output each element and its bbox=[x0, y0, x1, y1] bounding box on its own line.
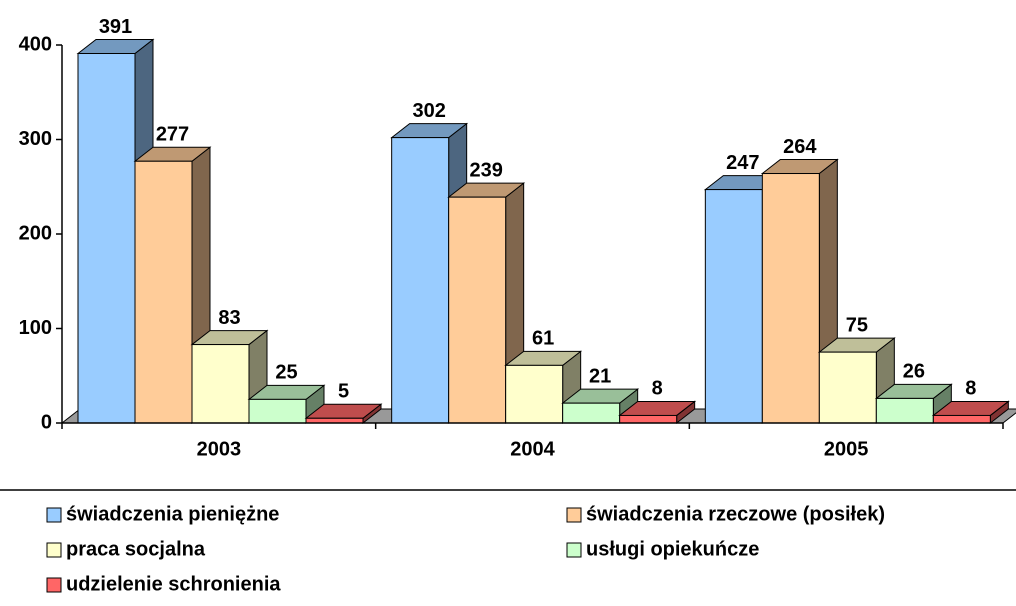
data-label: 8 bbox=[965, 378, 976, 400]
bar bbox=[874, 383, 953, 425]
bar-front bbox=[77, 53, 136, 424]
legend-swatch bbox=[566, 542, 582, 558]
y-tick-label: 200 bbox=[19, 222, 52, 244]
data-label: 75 bbox=[846, 314, 868, 336]
data-label: 61 bbox=[532, 328, 554, 350]
bar-front bbox=[619, 414, 678, 424]
bar-front bbox=[932, 414, 991, 424]
bar-front bbox=[134, 160, 193, 424]
bar bbox=[447, 182, 526, 425]
bar-front bbox=[505, 364, 564, 424]
bar-front bbox=[191, 344, 250, 424]
bar bbox=[304, 403, 383, 425]
bar-front bbox=[448, 196, 507, 424]
data-label: 302 bbox=[412, 100, 445, 122]
y-tick-label: 300 bbox=[19, 128, 52, 150]
data-label: 8 bbox=[652, 378, 663, 400]
y-tick-label: 0 bbox=[41, 411, 52, 433]
data-label: 26 bbox=[903, 361, 925, 383]
data-label: 25 bbox=[275, 362, 297, 384]
x-tick-label: 2003 bbox=[197, 438, 242, 460]
bar-front bbox=[248, 398, 307, 424]
legend-label: świadczenia pieniężne bbox=[66, 503, 279, 525]
legend-swatch bbox=[46, 542, 62, 558]
x-tick-label: 2005 bbox=[824, 438, 869, 460]
bar-front bbox=[818, 351, 877, 424]
bar-front bbox=[761, 173, 820, 424]
data-label: 5 bbox=[338, 381, 349, 403]
y-tick-label: 400 bbox=[19, 33, 52, 55]
data-label: 247 bbox=[726, 152, 759, 174]
legend-swatch bbox=[566, 507, 582, 523]
data-label: 239 bbox=[469, 159, 502, 181]
bar bbox=[618, 400, 697, 425]
data-label: 83 bbox=[218, 307, 240, 329]
data-label: 264 bbox=[783, 136, 817, 158]
bar-front bbox=[704, 189, 763, 424]
x-tick-label: 2004 bbox=[510, 438, 555, 460]
legend-label: udzielenie schronienia bbox=[66, 573, 281, 595]
data-label: 21 bbox=[589, 365, 611, 387]
y-tick-label: 100 bbox=[19, 317, 52, 339]
legend-label: praca socjalna bbox=[66, 538, 206, 560]
data-label: 391 bbox=[99, 16, 132, 38]
legend-label: świadczenia rzeczowe (posiłek) bbox=[586, 503, 885, 525]
legend-swatch bbox=[46, 507, 62, 523]
bar bbox=[760, 158, 839, 425]
bar-front bbox=[562, 402, 621, 424]
legend-swatch bbox=[46, 577, 62, 593]
legend-label: usługi opiekuńcze bbox=[586, 538, 759, 560]
bar-front bbox=[391, 137, 450, 424]
bar bbox=[133, 146, 212, 425]
bar-front bbox=[875, 397, 934, 424]
data-label: 277 bbox=[156, 124, 189, 146]
